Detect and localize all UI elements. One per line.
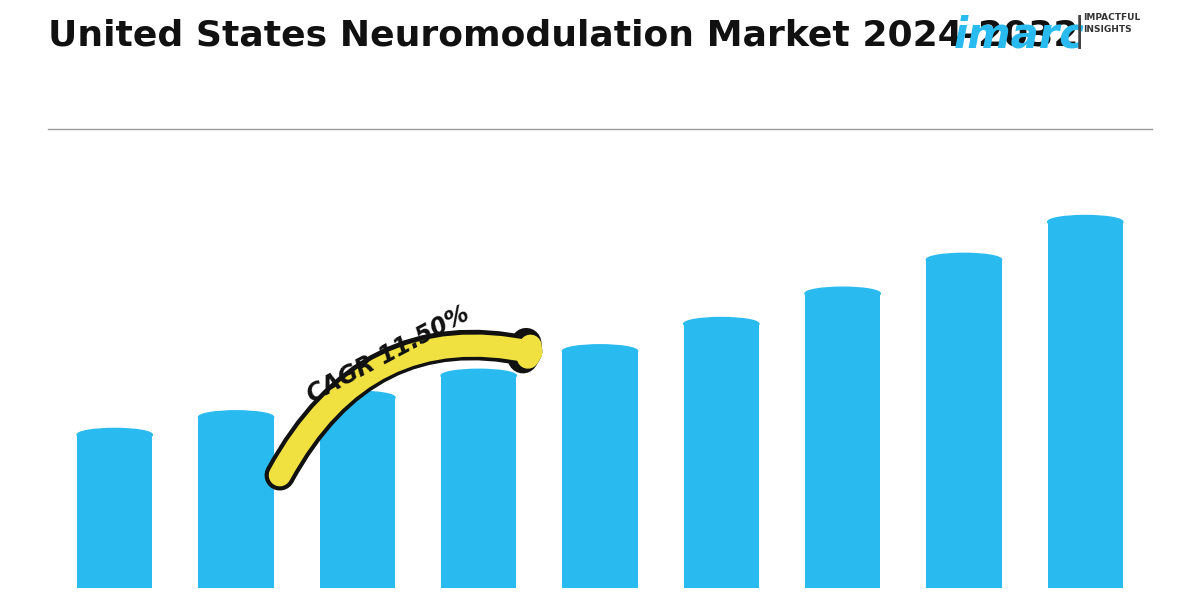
Bar [1048, 222, 1123, 588]
Ellipse shape [319, 391, 395, 404]
Bar [563, 351, 637, 588]
Bar [319, 398, 395, 588]
Bar [684, 324, 758, 588]
Bar [926, 260, 1002, 588]
Text: imarc: imarc [954, 15, 1085, 57]
Ellipse shape [442, 369, 516, 382]
Ellipse shape [563, 345, 637, 358]
Bar [442, 376, 516, 588]
Text: IMPACTFUL
INSIGHTS: IMPACTFUL INSIGHTS [1084, 13, 1141, 34]
Bar [805, 293, 881, 588]
Text: United States Neuromodulation Market 2024-2032: United States Neuromodulation Market 202… [48, 18, 1079, 52]
Ellipse shape [77, 428, 152, 441]
Text: CAGR 11.50%: CAGR 11.50% [302, 301, 473, 407]
Ellipse shape [684, 317, 758, 331]
Ellipse shape [1048, 215, 1123, 229]
Ellipse shape [926, 253, 1002, 266]
Text: |: | [1074, 15, 1085, 49]
Bar [198, 417, 274, 588]
Bar [77, 435, 152, 588]
Ellipse shape [805, 287, 881, 300]
Ellipse shape [198, 411, 274, 424]
